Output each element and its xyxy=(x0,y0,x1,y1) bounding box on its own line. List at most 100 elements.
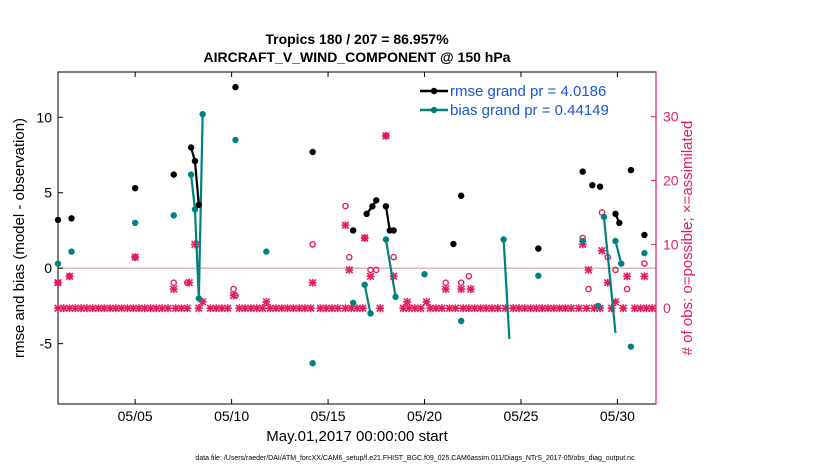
rmse-point xyxy=(382,203,390,210)
obs-count-zero-marker xyxy=(493,304,502,313)
y-left-tick-label: 10 xyxy=(36,109,52,125)
obs-possible-marker xyxy=(641,260,648,267)
obs-assimilated-marker xyxy=(366,272,375,281)
rmse-point xyxy=(612,210,619,218)
obs-possible-marker xyxy=(585,285,592,293)
rmse-point xyxy=(131,185,139,192)
rmse-point xyxy=(589,181,596,189)
rmse-point xyxy=(369,203,376,210)
obs-assimilated-marker xyxy=(360,234,369,242)
y-left-tick-label: -5 xyxy=(40,336,53,352)
y-left-tick-label: 0 xyxy=(44,260,52,276)
bias-point xyxy=(232,136,239,144)
obs-count-zero-marker xyxy=(532,304,541,313)
bias-point xyxy=(131,219,139,227)
legend: rmse grand pr = 4.0186 bias grand pr = 0… xyxy=(420,83,609,119)
obs-possible-marker xyxy=(342,202,349,210)
x-axis: 05/05 05/10 05/15 05/20 05/25 05/30 xyxy=(118,72,635,424)
rmse-point xyxy=(457,192,465,199)
obs-count-zero-marker xyxy=(445,304,454,313)
bias-point xyxy=(457,317,465,325)
obs-count-zero-marker xyxy=(619,304,628,313)
obs-assimilated-marker xyxy=(229,291,238,300)
legend-rmse-label: rmse grand pr = 4.0186 xyxy=(450,83,606,100)
obs-count-zero-marker xyxy=(333,304,342,313)
obs-count-zero-marker xyxy=(555,304,564,313)
obs-assimilated-marker xyxy=(441,285,450,294)
bias-series-line xyxy=(363,284,372,314)
obs-assimilated-marker xyxy=(65,272,74,281)
rmse-point xyxy=(627,166,635,174)
obs-assimilated-marker xyxy=(623,272,632,281)
rmse-point xyxy=(68,215,75,222)
obs-assimilated-marker xyxy=(381,131,390,140)
bias-point xyxy=(54,260,62,267)
x-tick-label: 05/15 xyxy=(311,408,346,424)
obs-count-zero-marker xyxy=(183,304,192,313)
rmse-point xyxy=(309,148,316,156)
obs-count-zero-marker xyxy=(567,304,576,313)
obs-count-zero-marker xyxy=(451,304,460,313)
legend-item-bias: bias grand pr = 0.44149 xyxy=(420,102,609,119)
obs-count-zero-marker xyxy=(246,304,255,313)
obs-possible-marker xyxy=(345,253,353,261)
obs-count-zero-marker xyxy=(212,304,221,313)
obs-assimilated-marker xyxy=(191,240,199,249)
rmse-point xyxy=(450,240,457,248)
obs-assimilated-marker xyxy=(54,278,62,287)
rmse-point xyxy=(390,227,397,234)
chart-subtitle: AIRCRAFT_V_WIND_COMPONENT @ 150 hPa xyxy=(204,49,511,65)
obs-count-zero-marker xyxy=(636,304,645,313)
bias-point xyxy=(349,299,357,307)
rmse-point xyxy=(232,83,239,91)
y-axis-right-label: # of obs: o=possible; ×=assimilated xyxy=(679,121,696,356)
rmse-point xyxy=(54,216,62,224)
bias-point xyxy=(187,171,195,178)
y-axis-left: -5 0 5 10 xyxy=(36,109,63,352)
obs-assimilated-marker xyxy=(308,278,317,287)
bias-point xyxy=(195,295,203,302)
obs-count-zero-marker xyxy=(171,304,180,313)
obs-count-zero-marker xyxy=(544,304,552,313)
obs-assimilated-marker xyxy=(341,221,350,230)
obs-count-zero-marker xyxy=(416,304,425,313)
obs-count-zero-marker xyxy=(464,304,473,313)
obs-assimilated-marker xyxy=(131,253,140,262)
x-tick-label: 05/05 xyxy=(118,408,153,424)
obs-possible-marker xyxy=(390,253,397,261)
y-right-tick-label: 20 xyxy=(663,173,679,189)
obs-count-zero-marker xyxy=(194,304,203,313)
bias-point xyxy=(392,293,399,301)
obs-possible-marker xyxy=(623,285,631,293)
bias-point xyxy=(309,360,316,367)
bias-point xyxy=(500,236,507,243)
y-right-tick-label: 10 xyxy=(663,236,679,252)
bias-point xyxy=(618,260,625,267)
legend-bias-label: bias grand pr = 0.44149 xyxy=(450,102,609,119)
x-axis-label: May.01,2017 00:00:00 start xyxy=(266,428,448,445)
obs-assimilated-marker xyxy=(640,272,649,281)
obs-count-zero-marker xyxy=(459,304,468,313)
bias-point xyxy=(421,271,428,278)
chart-title: Tropics 180 / 207 = 86.957% xyxy=(265,31,449,47)
obs-possible-marker xyxy=(465,273,473,280)
chart-marks xyxy=(54,83,657,367)
obs-possible-marker xyxy=(372,266,380,274)
obs-assimilated-marker xyxy=(185,278,194,287)
bias-series-line xyxy=(502,239,511,340)
rmse-point xyxy=(349,227,357,234)
obs-assimilated-marker xyxy=(403,297,412,306)
bias-point xyxy=(627,343,635,350)
obs-assimilated-marker xyxy=(422,297,431,306)
y-axis-left-label: rmse and bias (model - observation) xyxy=(11,118,28,358)
bias-point xyxy=(535,272,542,279)
obs-count-zero-marker xyxy=(300,304,309,313)
obs-count-zero-marker xyxy=(607,304,616,313)
obs-count-zero-marker xyxy=(574,304,583,313)
obs-count-zero-marker xyxy=(258,304,267,313)
legend-bias-marker xyxy=(430,106,438,114)
obs-count-zero-marker xyxy=(630,304,639,313)
obs-assimilated-marker xyxy=(584,265,593,274)
y-left-tick-label: 5 xyxy=(44,185,52,201)
